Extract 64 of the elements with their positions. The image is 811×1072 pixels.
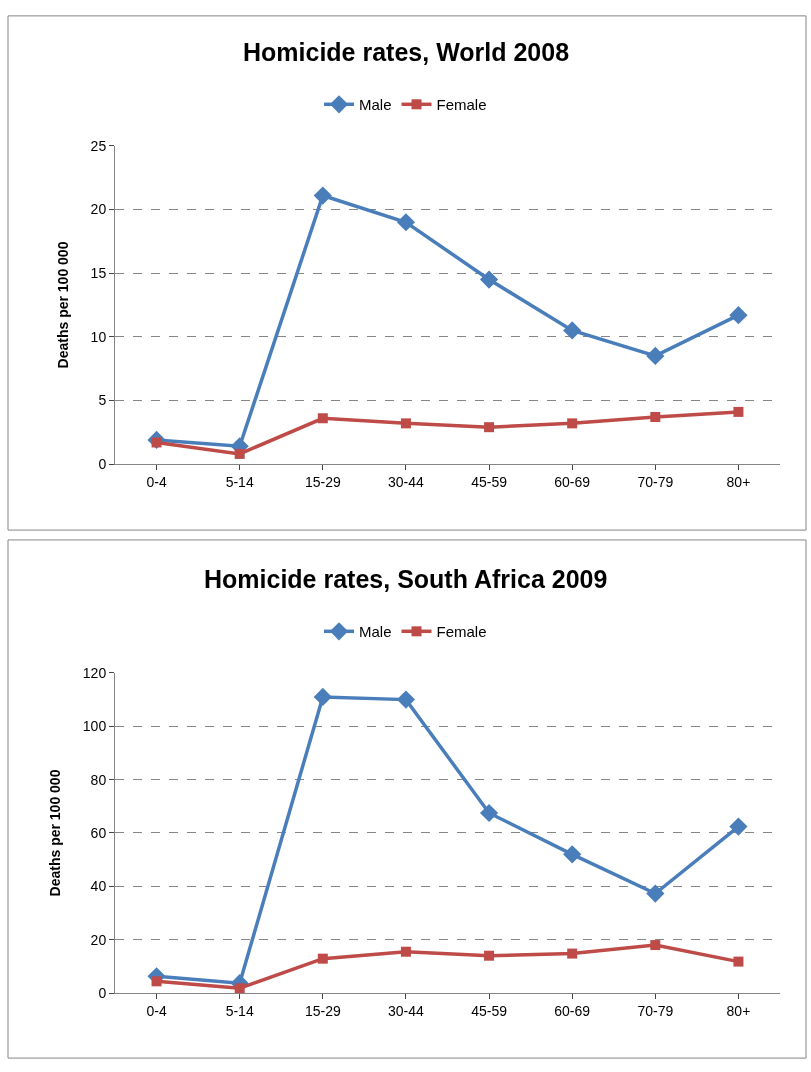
y-tick-label: 0 [98,984,107,1001]
x-tick-label: 60-69 [554,473,591,490]
point [317,953,328,964]
point [484,950,495,961]
x-tick-label: 70-79 [637,1002,674,1019]
y-tick-label: 60 [90,824,107,841]
y-tick-label: 0 [98,455,107,472]
point [151,976,162,987]
point [563,321,582,340]
point [313,687,332,707]
x-tick-label: 0-4 [146,1002,167,1019]
point [733,406,744,417]
point [313,186,332,205]
y-tick-label: 25 [90,137,107,154]
point [400,418,411,429]
point [650,940,661,951]
chart-title: Homicide rates, World 2008 [243,38,570,66]
y-tick-label: 40 [90,878,107,895]
point [479,270,499,289]
x-tick-label: 5-14 [225,473,254,490]
point [396,690,416,709]
x-tick-label: 30-44 [388,1002,425,1019]
x-tick-label: 45-59 [471,1002,508,1019]
x-tick-label: 70-79 [637,473,674,490]
point [396,213,416,232]
x-tick-label: 80+ [726,1002,751,1019]
legend-label: Male [359,96,392,114]
point [234,448,245,459]
y-tick-label: 15 [90,265,107,282]
point [646,884,665,903]
x-tick-label: 15-29 [304,1002,341,1019]
y-axis-title: Deaths per 100 000 [55,241,72,369]
point [729,817,748,836]
point [563,845,582,864]
legend-label: Male [359,623,392,641]
point [733,956,744,967]
legend-label: Female [436,623,487,641]
legend-label: Female [436,96,487,114]
point [234,983,245,994]
y-tick-label: 10 [90,328,107,345]
point [317,413,328,424]
y-tick-label: 80 [90,771,107,788]
point [484,422,495,433]
y-tick-label: 5 [98,392,107,409]
point [729,306,748,325]
point [650,412,661,422]
point [400,946,411,957]
x-tick-label: 30-44 [388,473,425,490]
point [567,418,578,429]
y-tick-label: 20 [90,931,107,948]
y-tick-label: 20 [90,201,107,218]
point [646,346,665,366]
point [479,803,499,823]
x-tick-label: 80+ [726,473,751,490]
y-axis-title: Deaths per 100 000 [47,769,64,897]
x-tick-label: 15-29 [304,473,341,490]
chart-title: Homicide rates, South Africa 2009 [204,565,608,593]
x-tick-label: 0-4 [146,473,167,490]
y-tick-label: 120 [82,664,107,681]
x-tick-label: 5-14 [225,1002,254,1019]
x-tick-label: 60-69 [554,1002,591,1019]
y-tick-label: 100 [82,718,107,735]
x-tick-label: 45-59 [471,473,508,490]
point [567,948,578,959]
